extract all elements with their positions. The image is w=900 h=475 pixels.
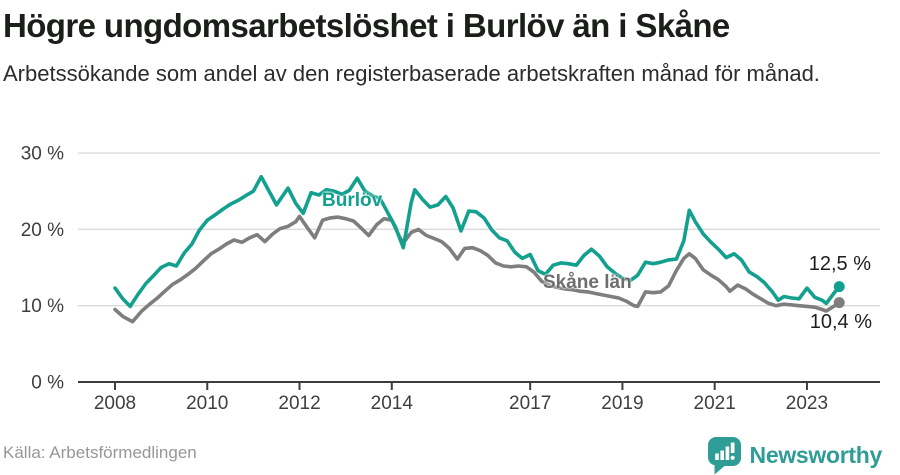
chart-subtitle: Arbetssökande som andel av den registerb… (3, 61, 820, 86)
end-dot-sk-ne-l-n (833, 297, 845, 309)
x-tick-label-2010: 2010 (186, 393, 228, 414)
x-tick-label-2019: 2019 (601, 393, 643, 414)
end-value-skane: 10,4 % (809, 311, 872, 333)
x-tick-label-2012: 2012 (278, 393, 320, 414)
newsworthy-brand: Newsworthy (707, 436, 882, 474)
y-tick-label-30: 30 % (21, 144, 64, 165)
x-axis (78, 381, 880, 390)
x-tick-label-2021: 2021 (694, 393, 736, 414)
x-tick-label-2017: 2017 (509, 393, 551, 414)
series-line-burl-v (113, 174, 841, 309)
source-note: Källa: Arbetsförmedlingen (3, 443, 197, 462)
x-tick-label-2023: 2023 (786, 393, 828, 414)
x-tick-label-2014: 2014 (371, 393, 414, 414)
end-dot-burl-v (833, 281, 845, 293)
x-axis-tick-labels: 2008 2010 2012 2014 2017 2019 2021 2023 (94, 393, 828, 414)
series-label-skane: Skåne län (543, 272, 632, 293)
y-tick-label-20: 20 % (21, 220, 64, 241)
newsworthy-logo-text: Newsworthy (749, 441, 883, 468)
series-lines (113, 174, 841, 324)
y-tick-label-10: 10 % (21, 296, 64, 317)
x-tick-label-2008: 2008 (94, 393, 136, 414)
series-line-sk-ne-l-n (113, 214, 841, 324)
y-tick-label-0: 0 % (31, 373, 64, 394)
y-axis-tick-labels: 0 % 10 % 20 % 30 % (21, 144, 64, 394)
end-value-burlov: 12,5 % (808, 253, 871, 275)
series-label-burlov: Burlöv (322, 190, 383, 211)
newsworthy-logo-icon (707, 436, 741, 474)
page-title: Högre ungdomsarbetslöshet i Burlöv än i … (3, 7, 730, 44)
gridlines (78, 152, 880, 307)
series-end-dots (833, 281, 845, 309)
